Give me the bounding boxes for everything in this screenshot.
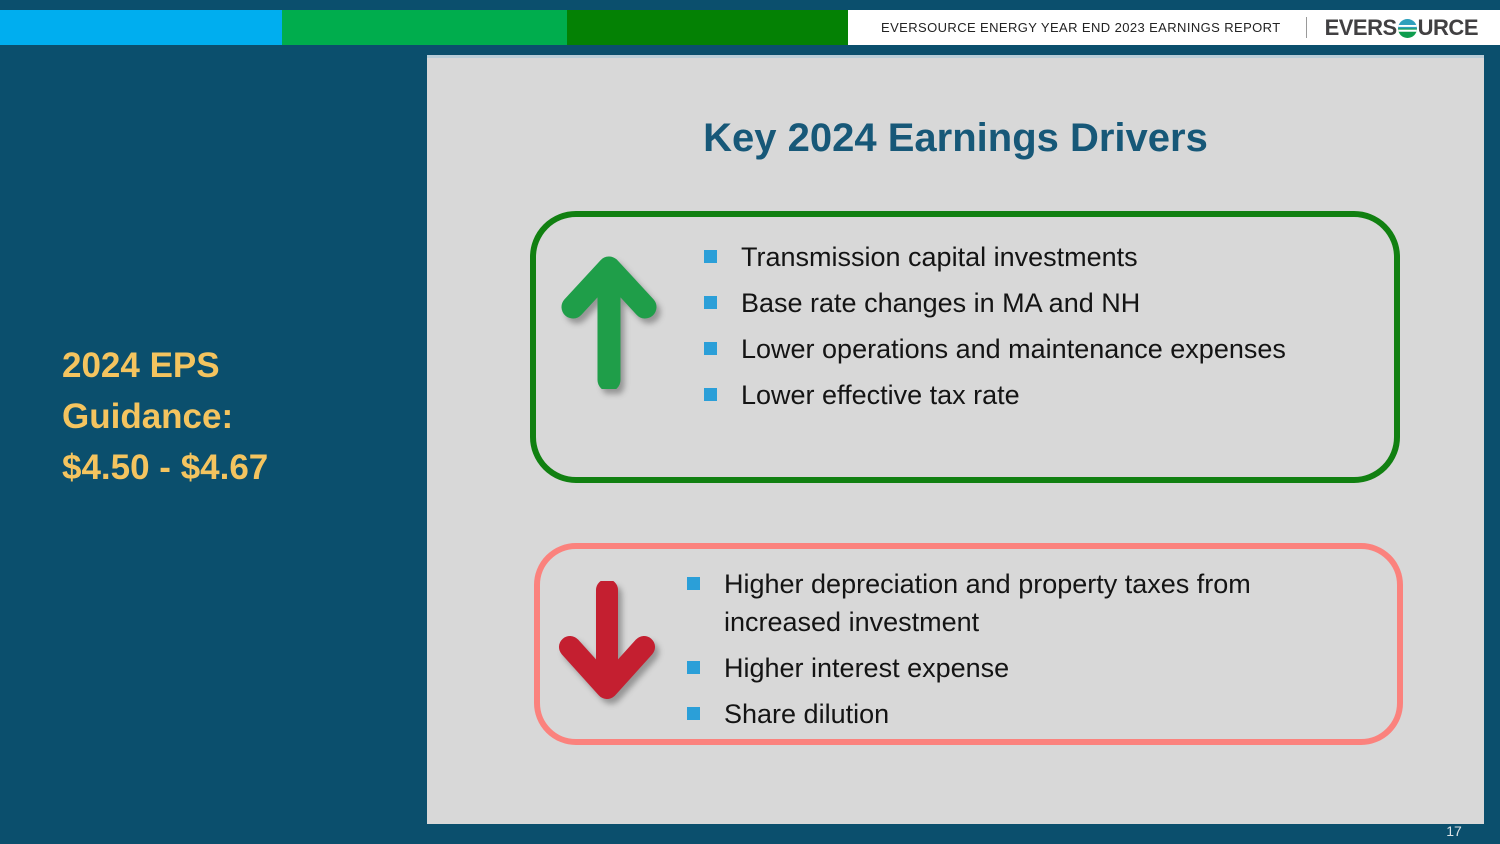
- negative-drivers-box: Higher depreciation and property taxes f…: [534, 543, 1403, 745]
- eps-guidance: 2024 EPS Guidance: $4.50 - $4.67: [62, 340, 268, 493]
- bullet-square-icon: [704, 296, 717, 309]
- logo-text-prefix: EVERS: [1324, 14, 1398, 40]
- bullet-square-icon: [687, 707, 700, 720]
- list-item: Share dilution: [687, 695, 1354, 733]
- eps-guidance-line: 2024 EPS: [62, 346, 220, 385]
- bullet-square-icon: [704, 388, 717, 401]
- report-title: EVERSOURCE ENERGY YEAR END 2023 EARNINGS…: [881, 20, 1281, 35]
- negative-drivers-list: Higher depreciation and property taxes f…: [687, 565, 1354, 733]
- list-item: Lower effective tax rate: [704, 376, 1286, 414]
- list-item: Base rate changes in MA and NH: [704, 284, 1286, 322]
- list-item: Higher depreciation and property taxes f…: [687, 565, 1354, 641]
- bullet-text: Higher depreciation and property taxes f…: [724, 569, 1251, 637]
- bullet-text: Lower operations and maintenance expense…: [741, 334, 1286, 364]
- bullet-square-icon: [704, 250, 717, 263]
- header-band: EVERSOURCE ENERGY YEAR END 2023 EARNINGS…: [0, 10, 1500, 45]
- bullet-square-icon: [687, 661, 700, 674]
- up-arrow-icon: [559, 249, 659, 389]
- header-segment-light-blue: [0, 10, 282, 45]
- header-segment-green: [282, 10, 567, 45]
- logo-text-suffix: URCE: [1417, 14, 1479, 40]
- header-title-area: EVERSOURCE ENERGY YEAR END 2023 EARNINGS…: [848, 10, 1500, 45]
- header-segment-dark-green: [567, 10, 848, 45]
- list-item: Transmission capital investments: [704, 238, 1286, 276]
- bullet-square-icon: [704, 342, 717, 355]
- bullet-text: Base rate changes in MA and NH: [741, 288, 1141, 318]
- eversource-logo: EVERS URCE: [1324, 14, 1479, 41]
- bullet-text: Share dilution: [724, 699, 890, 729]
- eps-guidance-line: $4.50 - $4.67: [62, 448, 269, 487]
- header-divider: [1305, 17, 1307, 38]
- eversource-globe-icon: [1397, 17, 1418, 38]
- list-item: Higher interest expense: [687, 649, 1354, 687]
- bullet-square-icon: [687, 577, 700, 590]
- eps-guidance-line: Guidance:: [62, 397, 234, 436]
- page-title: Key 2024 Earnings Drivers: [703, 116, 1208, 160]
- positive-drivers-box: Transmission capital investments Base ra…: [530, 211, 1400, 483]
- list-item: Lower operations and maintenance expense…: [704, 330, 1286, 368]
- bullet-text: Lower effective tax rate: [741, 380, 1020, 410]
- bullet-text: Transmission capital investments: [741, 242, 1138, 272]
- page-number: 17: [1446, 823, 1462, 839]
- bullet-text: Higher interest expense: [724, 653, 1010, 683]
- content-panel: Key 2024 Earnings Drivers Transmission c…: [427, 55, 1484, 824]
- positive-drivers-list: Transmission capital investments Base ra…: [704, 238, 1286, 414]
- down-arrow-icon: [557, 581, 657, 706]
